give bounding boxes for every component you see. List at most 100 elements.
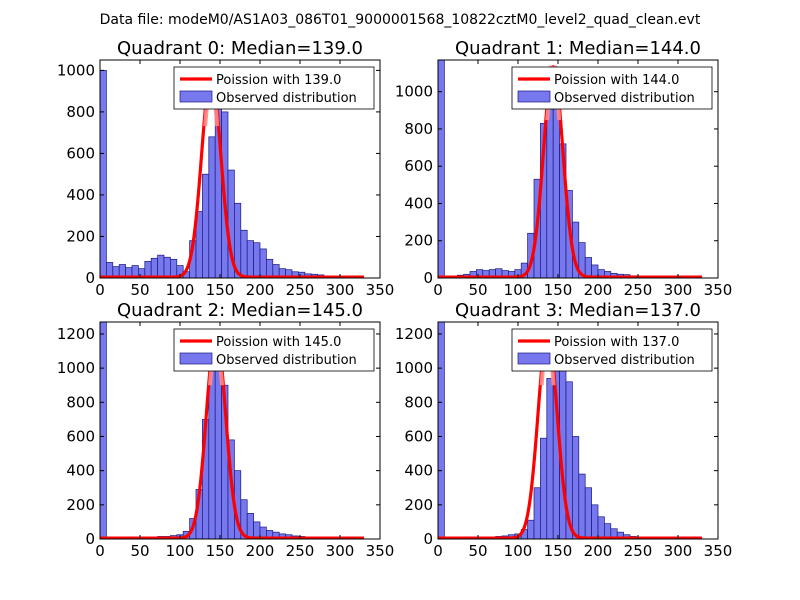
x-tick-label: 50 bbox=[130, 542, 149, 560]
x-tick-label: 150 bbox=[544, 542, 573, 560]
histogram-bar bbox=[591, 504, 599, 539]
y-tick-label: 800 bbox=[66, 103, 95, 121]
histogram-bar bbox=[546, 378, 554, 539]
poisson-curve bbox=[100, 331, 365, 539]
y-tick-label: 0 bbox=[85, 269, 95, 287]
y-tick-label: 400 bbox=[66, 462, 95, 480]
x-tick-label: 250 bbox=[286, 542, 315, 560]
chart-panel-0: 0 50 100 150 200 250 300 350 0 200 400 600 800 1000 Qu… bbox=[57, 38, 395, 299]
y-tick-label: 1200 bbox=[57, 325, 95, 343]
histogram-bar bbox=[144, 261, 152, 278]
x-tick-label: 0 bbox=[95, 281, 105, 299]
x-tick-label: 200 bbox=[246, 542, 275, 560]
chart-panel-1: 0 50 100 150 200 250 300 350 0 200 400 600 800 1000 Qu… bbox=[395, 38, 733, 299]
x-tick-label: 0 bbox=[433, 281, 443, 299]
x-tick-label: 50 bbox=[130, 281, 149, 299]
histogram-bar bbox=[584, 487, 592, 539]
panel-container: 0 50 100 150 200 250 300 35002004006008001000Qu… bbox=[57, 38, 733, 560]
x-tick-label: 300 bbox=[664, 281, 693, 299]
x-tick-label: 100 bbox=[504, 542, 533, 560]
x-tick-label: 250 bbox=[624, 281, 653, 299]
y-tick-label: 400 bbox=[404, 462, 433, 480]
y-tick-label: 400 bbox=[66, 186, 95, 204]
legend-bar-swatch bbox=[179, 90, 213, 103]
legend: Poission with 137.0 Observed distribution bbox=[511, 328, 713, 372]
x-tick-label: 250 bbox=[286, 281, 315, 299]
x-tick-label: 150 bbox=[206, 542, 235, 560]
y-tick-label: 600 bbox=[66, 144, 95, 162]
legend-label-poisson: Poission with 137.0 bbox=[554, 335, 679, 350]
y-tick-label: 800 bbox=[404, 120, 433, 138]
legend-label-observed: Observed distribution bbox=[554, 91, 695, 106]
x-tick-label: 50 bbox=[468, 281, 487, 299]
figure-suptitle: Data file: modeM0/AS1A03_086T01_90000015… bbox=[100, 12, 701, 28]
axes-frame bbox=[437, 321, 719, 540]
histogram-bar bbox=[266, 258, 274, 278]
histogram-bar bbox=[438, 60, 445, 278]
x-tick-label: 350 bbox=[704, 281, 733, 299]
histogram-bar bbox=[578, 473, 586, 539]
legend: Poission with 145.0 Observed distribution bbox=[173, 328, 375, 372]
x-tick-label: 300 bbox=[326, 281, 355, 299]
histogram-bar bbox=[246, 513, 254, 539]
y-tick-label: 0 bbox=[423, 530, 433, 548]
histogram-bar bbox=[202, 173, 210, 278]
y-tick-label: 200 bbox=[66, 227, 95, 245]
y-tick-label: 200 bbox=[404, 232, 433, 250]
chart-panel-3: 0 50 100 150 200 250 300 350 0 200 400 600 800 1000 12… bbox=[395, 300, 733, 560]
x-tick-label: 0 bbox=[95, 542, 105, 560]
histogram-bar bbox=[259, 248, 267, 278]
legend: Poission with 139.0 Observed distribution bbox=[173, 66, 375, 110]
x-tick-label: 0 bbox=[433, 542, 443, 560]
histogram-bar bbox=[253, 521, 261, 539]
histogram-bar bbox=[597, 516, 605, 539]
histogram-bar bbox=[540, 437, 548, 539]
legend-label-poisson: Poission with 145.0 bbox=[216, 335, 341, 350]
legend-bar-swatch bbox=[517, 90, 551, 103]
x-tick-label: 300 bbox=[664, 542, 693, 560]
poisson-curve bbox=[438, 64, 703, 278]
panel-title: Quadrant 1: Median=144.0 bbox=[455, 38, 701, 59]
x-tick-label: 250 bbox=[624, 542, 653, 560]
y-tick-label: 600 bbox=[404, 157, 433, 175]
legend-bar-swatch bbox=[517, 352, 551, 365]
histogram-bar bbox=[438, 322, 445, 539]
x-tick-label: 150 bbox=[206, 281, 235, 299]
x-tick-label: 50 bbox=[468, 542, 487, 560]
y-tick-label: 600 bbox=[66, 427, 95, 445]
x-tick-label: 350 bbox=[704, 542, 733, 560]
x-tick-label: 350 bbox=[366, 281, 395, 299]
x-tick-label: 100 bbox=[504, 281, 533, 299]
panel-title: Quadrant 2: Median=145.0 bbox=[117, 300, 363, 321]
histogram-bar bbox=[100, 70, 107, 278]
poisson-curve bbox=[438, 331, 703, 539]
histogram-bar bbox=[170, 258, 178, 278]
chart-panel-2: 0 50 100 150 200 250 300 350 0 200 400 600 800 1000 12… bbox=[57, 300, 395, 560]
y-tick-label: 0 bbox=[423, 269, 433, 287]
legend-label-observed: Observed distribution bbox=[554, 353, 695, 368]
y-tick-label: 1000 bbox=[57, 359, 95, 377]
panel-title: Quadrant 3: Median=137.0 bbox=[455, 300, 701, 321]
x-tick-label: 300 bbox=[326, 542, 355, 560]
histogram-bar bbox=[208, 367, 216, 539]
legend-label-observed: Observed distribution bbox=[216, 353, 357, 368]
histogram-bar bbox=[527, 519, 535, 539]
y-tick-label: 1000 bbox=[57, 61, 95, 79]
x-tick-label: 150 bbox=[544, 281, 573, 299]
histogram-bar bbox=[552, 98, 560, 278]
x-tick-label: 100 bbox=[166, 281, 195, 299]
legend-label-observed: Observed distribution bbox=[216, 91, 357, 106]
y-tick-label: 200 bbox=[404, 496, 433, 514]
histogram-bar bbox=[253, 242, 261, 278]
histogram-bar bbox=[100, 322, 107, 539]
y-tick-label: 800 bbox=[66, 393, 95, 411]
x-tick-label: 200 bbox=[584, 281, 613, 299]
histogram-bar bbox=[150, 257, 158, 278]
histogram-bar bbox=[572, 436, 580, 539]
legend: Poission with 144.0 Observed distribution bbox=[511, 66, 713, 110]
histogram-bar bbox=[246, 240, 254, 278]
histogram-bar bbox=[163, 256, 171, 278]
legend-bar-swatch bbox=[179, 352, 213, 365]
axes-frame bbox=[99, 59, 381, 279]
